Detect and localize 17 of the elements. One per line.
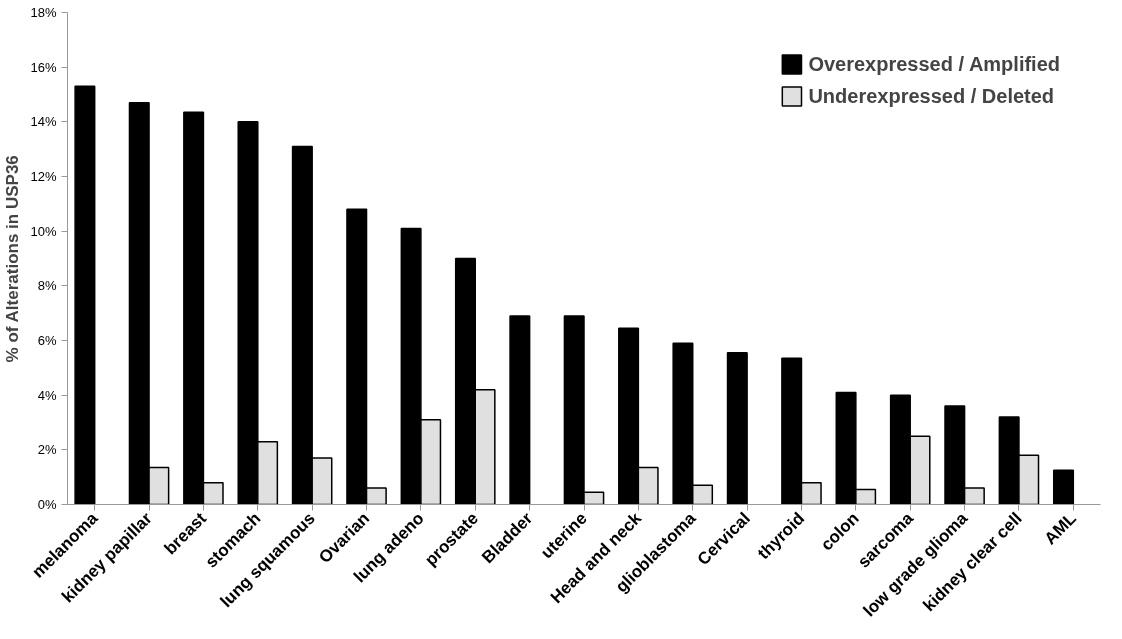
- legend-label: Underexpressed / Deleted: [808, 84, 1055, 108]
- y-tick-label: 16%: [30, 59, 57, 75]
- y-tick-label: 10%: [30, 223, 57, 239]
- bar: [1052, 469, 1075, 505]
- bar: [509, 315, 531, 505]
- y-tick-label: 18%: [30, 5, 57, 20]
- bar: [74, 85, 96, 505]
- legend-label: Overexpressed / Amplified: [808, 52, 1060, 76]
- y-tick-label: 14%: [30, 114, 57, 130]
- y-tick-label: 8%: [37, 278, 57, 294]
- y-tick-label: 0%: [37, 497, 57, 512]
- y-axis-title: % of Alterations in USP36: [3, 155, 23, 363]
- bar: [726, 352, 748, 505]
- y-tick-label: 6%: [37, 333, 57, 348]
- y-tick-label: 2%: [37, 442, 57, 458]
- y-tick-label: 12%: [30, 169, 57, 184]
- y-tick-label: 4%: [37, 387, 57, 403]
